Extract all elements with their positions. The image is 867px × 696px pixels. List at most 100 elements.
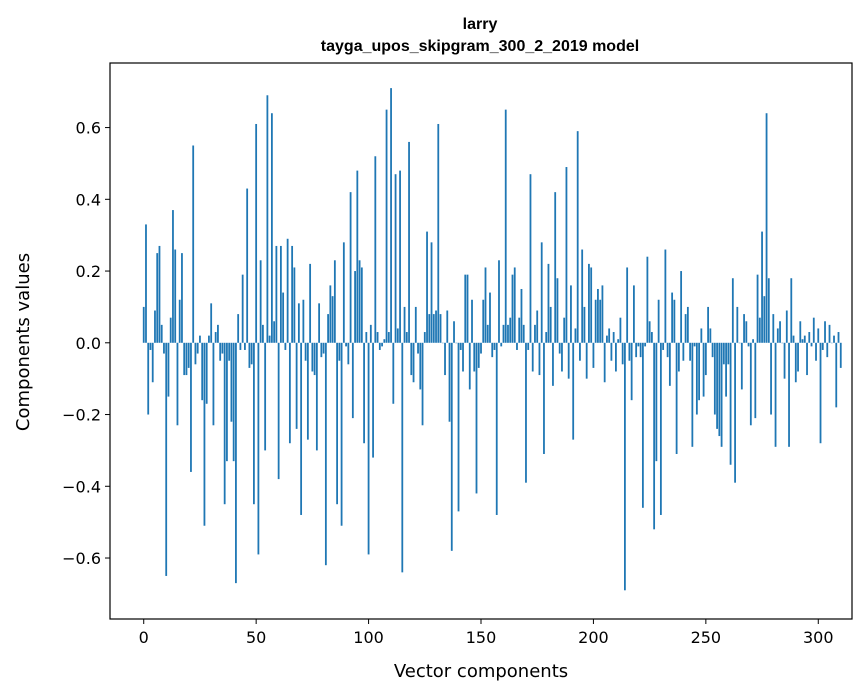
- bar-53: [262, 324, 264, 343]
- bar-175: [536, 310, 539, 343]
- bar-138: [453, 321, 455, 343]
- bar-136: [448, 342, 451, 422]
- bar-29: [208, 335, 210, 343]
- bar-71: [302, 299, 305, 343]
- bar-256: [718, 342, 721, 437]
- bar-77: [315, 342, 318, 451]
- bar-32: [214, 332, 217, 343]
- bar-96: [358, 260, 361, 343]
- bar-81: [324, 342, 327, 566]
- bar-154: [489, 292, 491, 343]
- bar-115: [401, 342, 404, 573]
- bar-127: [428, 314, 431, 343]
- bar-300: [817, 328, 820, 343]
- bar-262: [731, 278, 734, 343]
- bar-235: [671, 292, 674, 343]
- bar-276: [763, 296, 766, 343]
- bar-176: [538, 342, 541, 376]
- bar-167: [518, 317, 521, 343]
- bar-151: [482, 299, 485, 343]
- bar-100: [367, 342, 370, 555]
- bar-68: [295, 342, 298, 429]
- bar-131: [437, 123, 440, 343]
- bar-229: [657, 299, 660, 343]
- bar-75: [311, 342, 314, 372]
- bar-220: [637, 342, 640, 347]
- bar-61: [279, 245, 282, 343]
- bar-148: [475, 342, 478, 494]
- bar-241: [684, 314, 687, 343]
- bar-307: [833, 335, 835, 343]
- bar-279: [770, 342, 772, 415]
- bar-195: [581, 249, 584, 343]
- bar-303: [824, 321, 826, 343]
- bar-264: [736, 306, 739, 343]
- bar-310: [839, 342, 842, 368]
- bar-15: [176, 342, 179, 426]
- bar-162: [507, 324, 509, 343]
- bar-205: [603, 342, 606, 383]
- bar-16: [178, 299, 181, 343]
- bar-206: [606, 335, 608, 343]
- bar-101: [369, 324, 372, 343]
- bar-166: [516, 342, 518, 350]
- bar-21: [190, 342, 192, 472]
- bar-232: [664, 249, 667, 343]
- bar-184: [556, 278, 559, 343]
- bar-90: [345, 342, 347, 347]
- bar-199: [590, 267, 593, 343]
- bar-37: [226, 342, 228, 462]
- x-tick-label-1: 50: [246, 628, 266, 647]
- bar-285: [783, 342, 786, 379]
- bar-43: [239, 342, 242, 350]
- bar-108: [385, 109, 388, 343]
- y-tick-label-3: 0.0: [76, 334, 101, 353]
- bar-45: [244, 342, 246, 350]
- bar-140: [457, 342, 460, 512]
- bar-296: [808, 332, 811, 343]
- bar-126: [426, 231, 428, 343]
- bar-41: [235, 342, 237, 584]
- bar-200: [592, 342, 595, 368]
- bar-198: [588, 263, 590, 343]
- bar-14: [174, 249, 177, 343]
- bar-97: [360, 267, 363, 343]
- bar-121: [414, 306, 417, 343]
- bar-52: [259, 260, 262, 343]
- bar-244: [691, 342, 694, 447]
- bar-201: [594, 299, 597, 343]
- bar-112: [394, 174, 397, 343]
- bar-20: [187, 342, 190, 368]
- bar-282: [776, 328, 779, 343]
- x-tick-label-3: 150: [466, 628, 497, 647]
- bar-76: [313, 342, 316, 376]
- bar-85: [333, 260, 336, 343]
- bar-44: [241, 274, 244, 343]
- bar-102: [372, 342, 374, 458]
- bar-186: [561, 342, 563, 372]
- bar-159: [500, 342, 503, 347]
- chart-title-line-2: tayga_upos_skipgram_300_2_2019 model: [321, 38, 639, 55]
- bar-22: [192, 145, 195, 343]
- bar-5: [154, 310, 156, 343]
- bar-263: [734, 342, 736, 483]
- bar-105: [378, 342, 381, 350]
- bar-189: [567, 342, 570, 379]
- bar-124: [421, 342, 424, 426]
- bar-238: [677, 342, 680, 372]
- bar-95: [356, 170, 359, 343]
- bar-240: [682, 342, 685, 361]
- bar-210: [615, 342, 617, 372]
- bar-33: [217, 324, 219, 343]
- bar-164: [511, 274, 514, 343]
- bar-157: [495, 342, 498, 515]
- bar-170: [525, 342, 527, 483]
- bar-40: [232, 342, 235, 462]
- bar-55: [266, 95, 269, 343]
- bar-249: [702, 342, 705, 397]
- bar-49: [253, 342, 255, 505]
- bar-169: [522, 324, 525, 343]
- bar-4: [151, 342, 154, 383]
- bar-179: [545, 332, 548, 343]
- y-tick-label-6: 0.6: [76, 119, 101, 138]
